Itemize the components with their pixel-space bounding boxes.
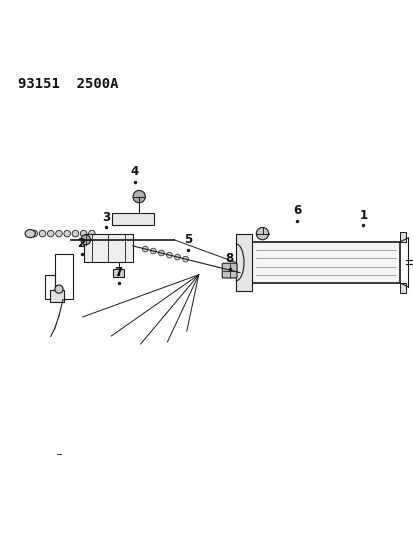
Circle shape (133, 190, 145, 203)
Circle shape (47, 230, 54, 237)
FancyBboxPatch shape (112, 213, 153, 225)
Circle shape (31, 230, 38, 237)
Circle shape (55, 230, 62, 237)
Circle shape (256, 228, 268, 240)
FancyBboxPatch shape (247, 242, 399, 283)
Circle shape (158, 250, 164, 256)
FancyBboxPatch shape (399, 231, 406, 242)
Circle shape (166, 252, 172, 258)
Circle shape (81, 235, 90, 245)
Circle shape (182, 256, 188, 262)
FancyBboxPatch shape (399, 283, 406, 293)
Text: 93151  2500A: 93151 2500A (18, 77, 118, 91)
Circle shape (72, 230, 78, 237)
Text: 7: 7 (114, 266, 122, 279)
Text: 8: 8 (225, 252, 233, 265)
FancyBboxPatch shape (113, 269, 123, 277)
Circle shape (80, 230, 87, 237)
Circle shape (39, 230, 46, 237)
Ellipse shape (25, 230, 35, 238)
FancyBboxPatch shape (235, 233, 252, 291)
FancyBboxPatch shape (222, 263, 237, 278)
Circle shape (64, 230, 70, 237)
Circle shape (88, 230, 95, 237)
Circle shape (55, 285, 63, 293)
Text: 3: 3 (102, 211, 110, 224)
FancyBboxPatch shape (83, 233, 133, 262)
Circle shape (174, 254, 180, 260)
Circle shape (142, 246, 148, 252)
Text: 2: 2 (77, 237, 85, 251)
Circle shape (150, 248, 156, 254)
FancyBboxPatch shape (50, 290, 64, 302)
Text: 4: 4 (131, 165, 139, 179)
Text: 6: 6 (293, 205, 301, 217)
Text: 1: 1 (358, 208, 366, 222)
Text: 5: 5 (184, 233, 192, 246)
